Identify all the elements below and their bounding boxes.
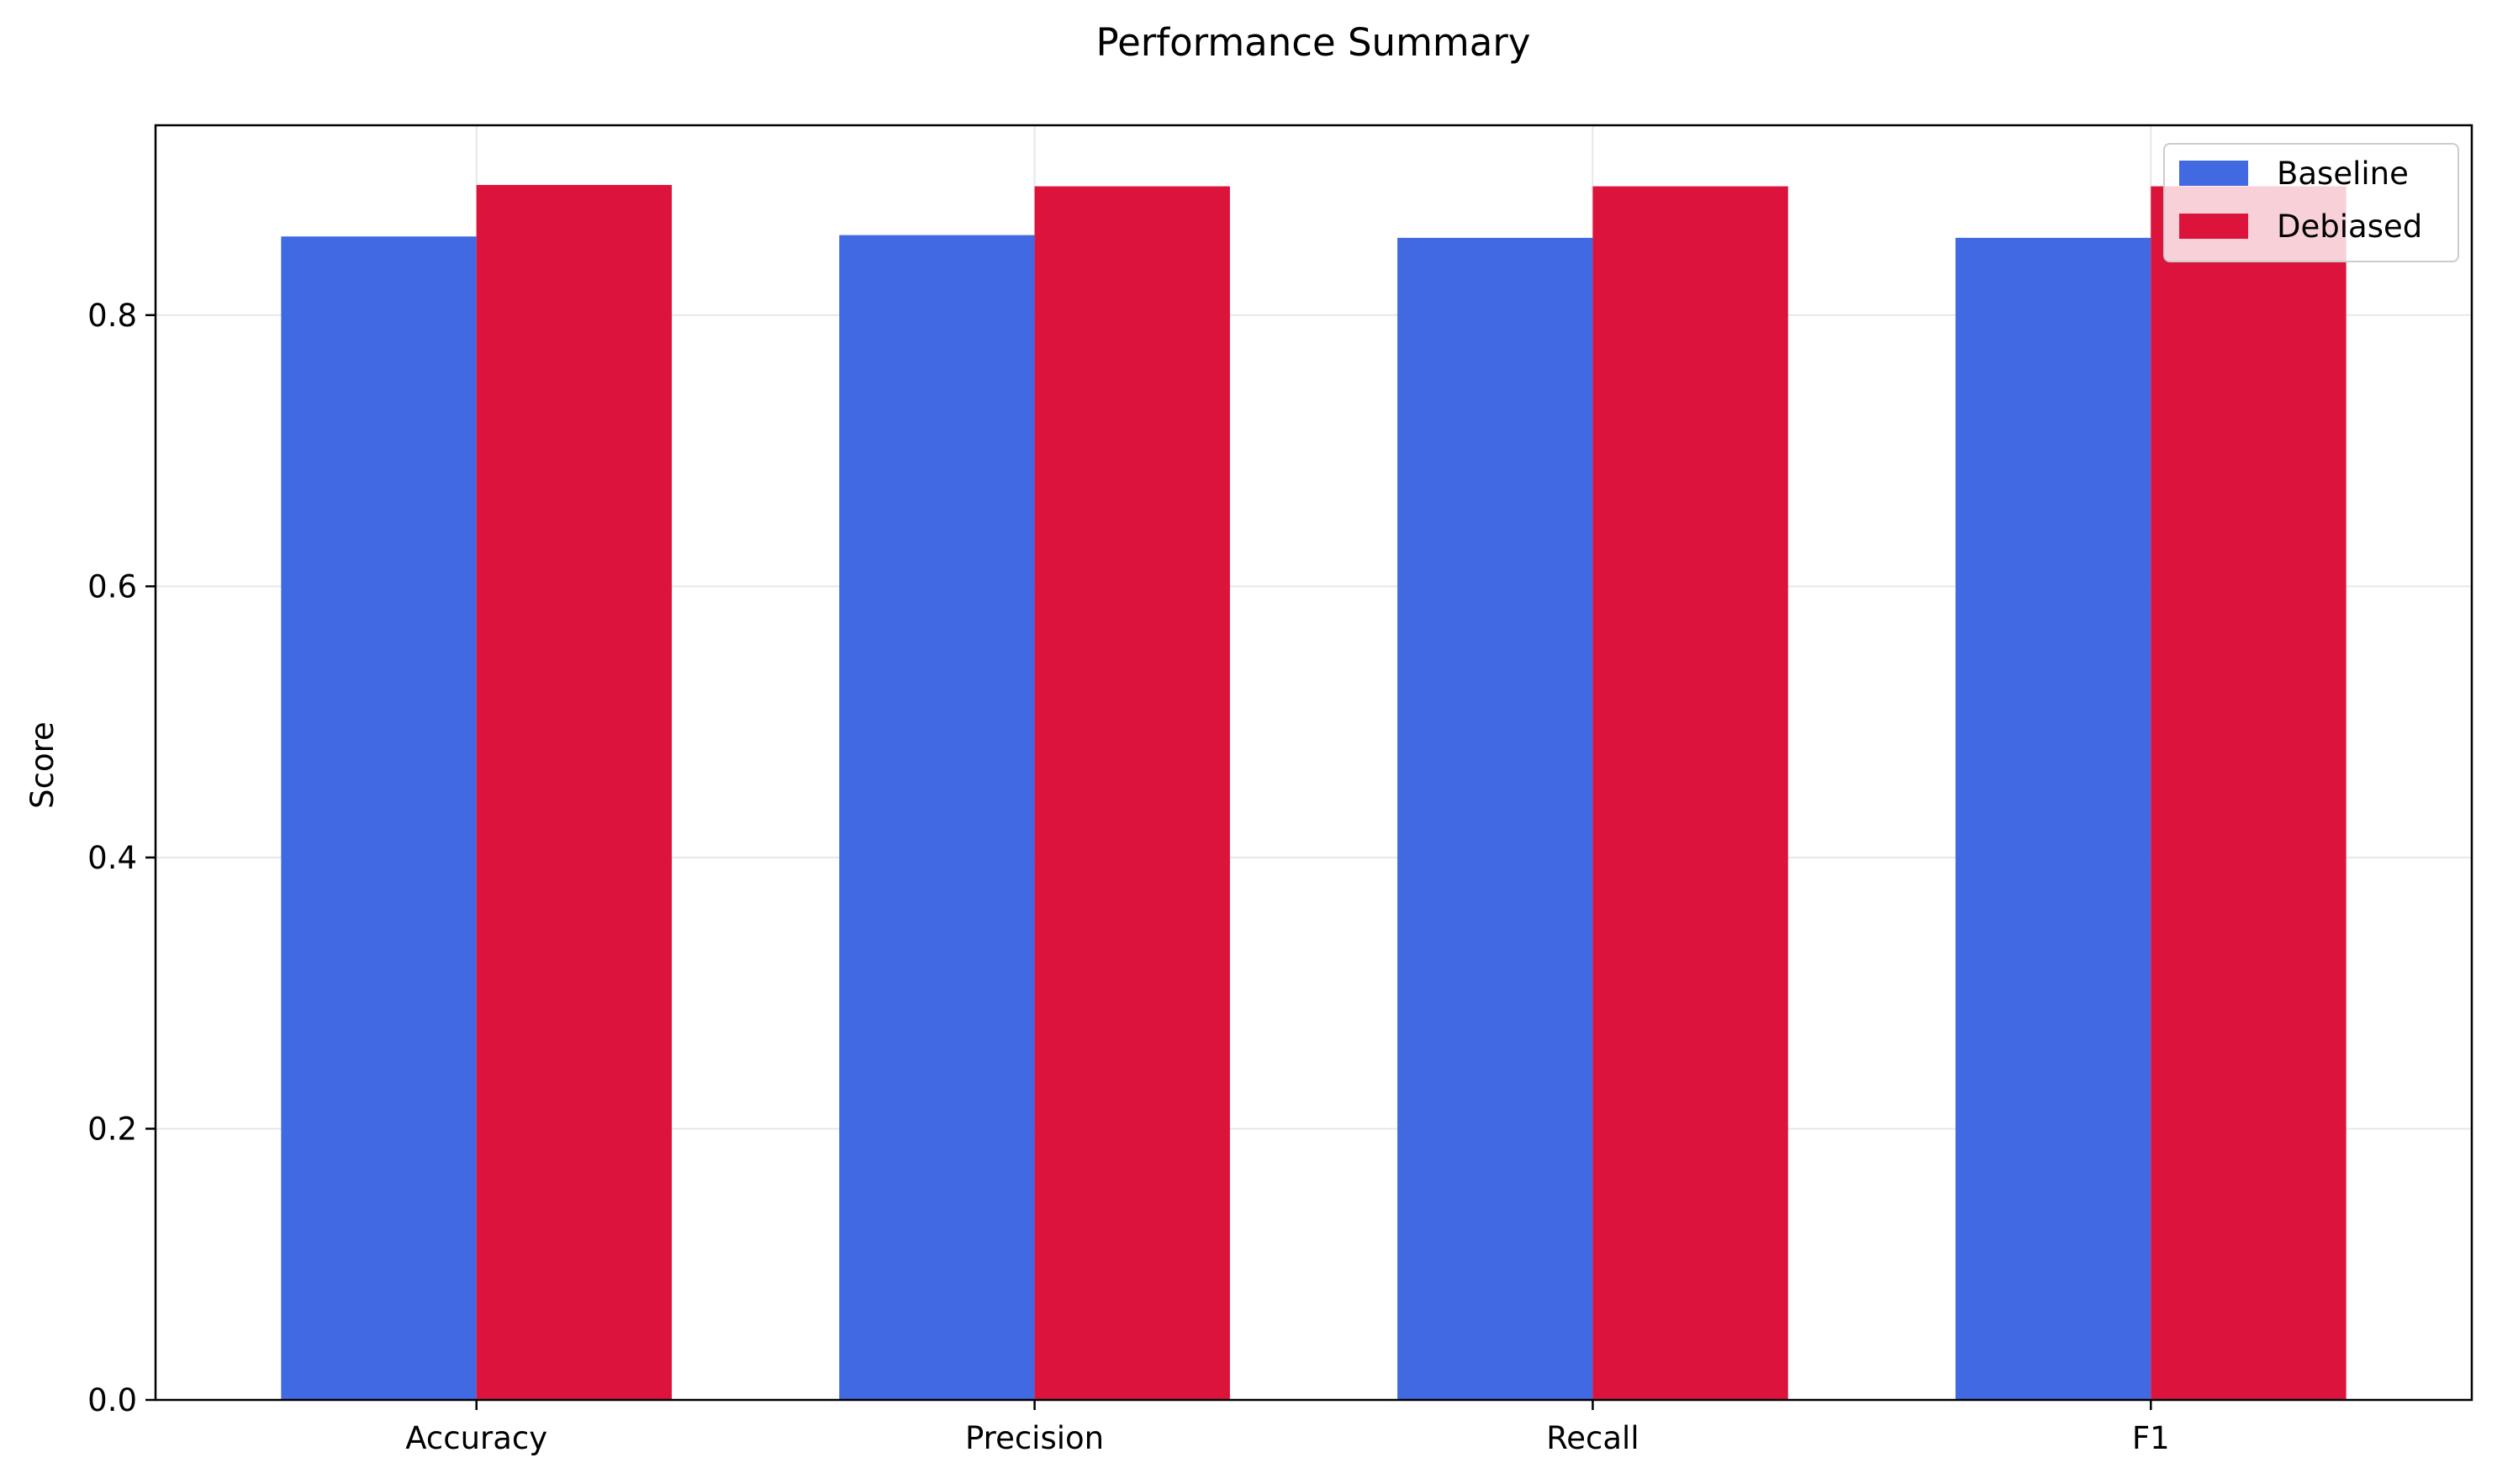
bar-baseline-recall [1397, 237, 1593, 1400]
legend-label-debiased: Debiased [2277, 209, 2422, 245]
x-tick-label-precision: Precision [965, 1420, 1104, 1456]
y-tick-label-2: 0.4 [87, 840, 137, 876]
x-tick-label-recall: Recall [1546, 1420, 1639, 1456]
y-axis: 0.0 0.2 0.4 0.6 0.8 [87, 298, 156, 1418]
bar-debiased-f1 [2151, 186, 2347, 1400]
x-tick-label-f1: F1 [2132, 1420, 2170, 1456]
legend-swatch-baseline [2179, 161, 2248, 186]
x-axis: Accuracy Precision Recall F1 [405, 1400, 2170, 1456]
chart-title: Performance Summary [1096, 20, 1531, 65]
y-tick-label-0: 0.0 [87, 1382, 137, 1418]
bar-baseline-f1 [1955, 237, 2151, 1400]
y-tick-label-4: 0.8 [87, 298, 137, 334]
bar-debiased-precision [1034, 186, 1230, 1400]
legend-swatch-debiased [2179, 214, 2248, 239]
bar-debiased-accuracy [476, 184, 673, 1401]
bar-debiased-recall [1592, 186, 1788, 1400]
legend: Baseline Debiased [2163, 143, 2459, 262]
bar-baseline-precision [839, 235, 1035, 1400]
bars [281, 184, 2347, 1401]
x-tick-label-accuracy: Accuracy [405, 1420, 547, 1456]
bar-baseline-accuracy [281, 236, 477, 1400]
plot-frame [154, 124, 2473, 1402]
legend-label-baseline: Baseline [2277, 156, 2409, 192]
y-tick-label-1: 0.2 [87, 1111, 137, 1147]
y-axis-title: Score [24, 721, 61, 809]
y-tick-label-3: 0.6 [87, 568, 137, 605]
